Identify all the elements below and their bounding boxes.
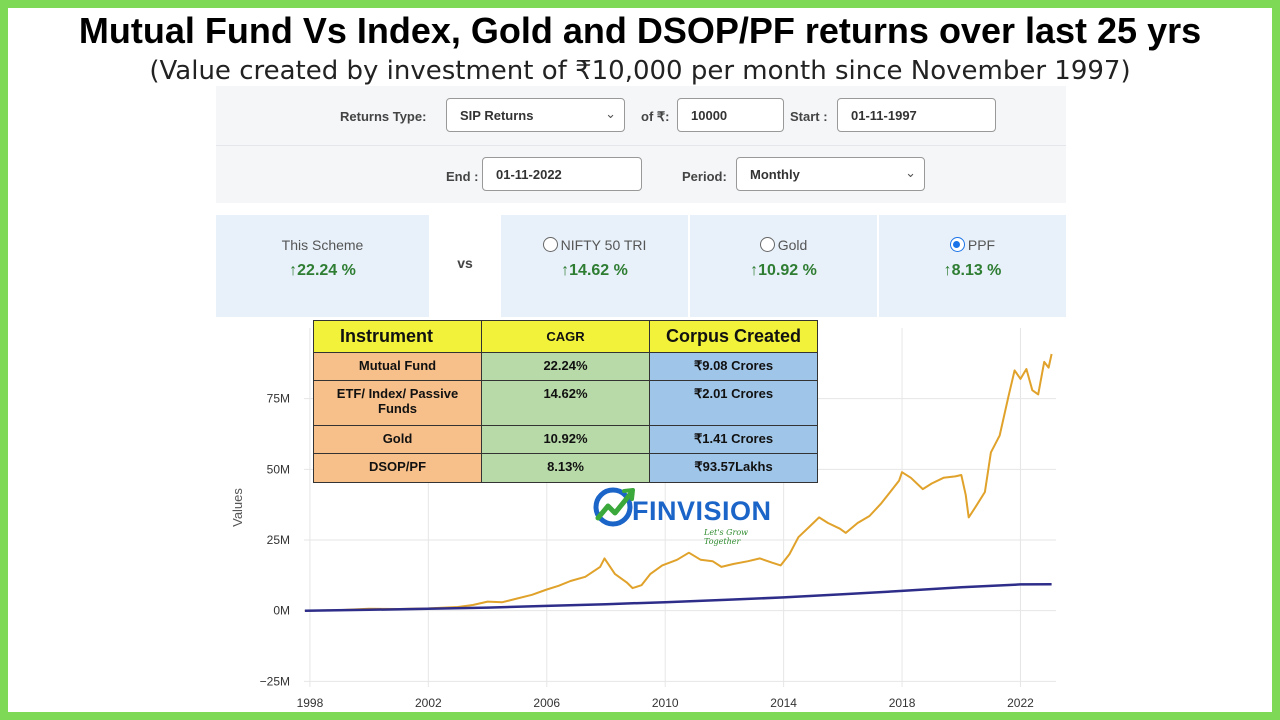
start-date-value: 01-11-1997 [851,108,917,123]
form-row-2: End : 01-11-2022 Period: Monthly ⌄ [216,145,1066,203]
table-cell: ₹9.08 Crores [649,352,818,381]
vs-label: vs [457,255,473,271]
table-cell: 22.24% [481,352,650,381]
period-value: Monthly [750,167,800,182]
benchmark-return: ↑10.92 % [750,262,817,279]
x-tick-label: 2018 [889,696,916,710]
table-row: ETF/ Index/ Passive Funds 14.62% ₹2.01 C… [313,380,818,426]
table-header-cell: Instrument [313,320,482,353]
x-tick-label: 2010 [652,696,679,710]
scheme-return: ↑22.24 % [289,262,356,279]
radio-selected-icon[interactable] [949,237,965,252]
table-cell: ₹93.57Lakhs [649,453,818,483]
period-label: Period: [682,169,727,184]
benchmark-return: ↑14.62 % [561,262,628,279]
start-date-label: Start : [790,109,828,124]
table-cell: ₹2.01 Crores [649,380,818,426]
comparison-strip: This Scheme ↑22.24 % vs NIFTY 50 TRI ↑14… [216,215,1066,317]
y-tick-label: 25M [267,533,290,547]
end-date-label: End : [446,169,479,184]
chevron-down-icon: ⌄ [605,106,616,121]
page-title: Mutual Fund Vs Index, Gold and DSOP/PF r… [78,10,1202,51]
table-cell: Gold [313,425,482,454]
arrow-up-icon: ↑ [561,262,570,279]
y-tick-label: 75M [267,392,290,406]
y-tick-label: 0M [273,604,290,618]
finvision-logo-icon [593,487,635,527]
y-tick-label: 50M [267,462,290,476]
returns-summary-table: Instrument CAGR Corpus Created Mutual Fu… [313,320,818,483]
x-tick-label: 2014 [770,696,797,710]
arrow-up-icon: ↑ [750,262,759,279]
table-row: Gold 10.92% ₹1.41 Crores [313,425,818,454]
scheme-value-line [304,353,1053,612]
end-date-input[interactable]: 01-11-2022 [482,157,642,191]
returns-form: Returns Type: SIP Returns ⌄ of ₹: 10000 … [216,86,1066,203]
table-header-cell: CAGR [481,320,650,353]
benchmark-option-label: NIFTY 50 TRI [501,237,688,253]
table-cell: DSOP/PF [313,453,482,483]
y-tick-label: −25M [260,674,290,688]
table-cell: Mutual Fund [313,352,482,381]
returns-type-select[interactable]: SIP Returns ⌄ [446,98,625,132]
table-row: Mutual Fund 22.24% ₹9.08 Crores [313,352,818,381]
table-cell: ETF/ Index/ Passive Funds [313,380,482,426]
x-tick-label: 2022 [1007,696,1034,710]
benchmark-return: ↑8.13 % [943,262,1002,279]
end-date-value: 01-11-2022 [496,167,562,182]
amount-input[interactable]: 10000 [677,98,784,132]
scheme-card: This Scheme ↑22.24 % [216,215,429,317]
benchmark-option-nifty[interactable]: NIFTY 50 TRI ↑14.62 % [501,215,688,317]
table-cell: ₹1.41 Crores [649,425,818,454]
page-subtitle: (Value created by investment of ₹10,000 … [149,56,1131,86]
x-tick-label: 1998 [297,696,324,710]
returns-type-value: SIP Returns [460,108,534,123]
scheme-label: This Scheme [281,237,364,253]
radio-icon[interactable] [542,237,558,252]
radio-icon[interactable] [759,237,775,252]
arrow-up-icon: ↑ [289,262,298,279]
amount-value: 10000 [691,108,728,123]
y-axis-label: Values [230,488,245,527]
benchmark-option-ppf[interactable]: PPF ↑8.13 % [879,215,1066,317]
table-cell: 14.62% [481,380,650,426]
logo-name: FINVISION [632,496,772,526]
form-row-1: Returns Type: SIP Returns ⌄ of ₹: 10000 … [216,86,1066,144]
finvision-logo: FINVISION Let's Grow Together [592,482,782,546]
benchmark-option-label: PPF [879,237,1066,253]
x-tick-label: 2002 [415,696,442,710]
benchmark-option-gold[interactable]: Gold ↑10.92 % [690,215,877,317]
x-tick-label: 2006 [533,696,560,710]
table-header-row: Instrument CAGR Corpus Created [313,320,818,353]
period-select[interactable]: Monthly ⌄ [736,157,925,191]
start-date-input[interactable]: 01-11-1997 [837,98,996,132]
logo-tagline: Let's Grow Together [704,528,748,546]
amount-label: of ₹: [641,109,670,124]
table-cell: 10.92% [481,425,650,454]
arrow-up-icon: ↑ [943,262,952,279]
table-header-cell: Corpus Created [649,320,818,353]
benchmark-option-label: Gold [690,237,877,253]
chevron-down-icon: ⌄ [905,165,916,180]
ppf-value-line [304,582,1052,612]
table-row: DSOP/PF 8.13% ₹93.57Lakhs [313,453,818,483]
returns-type-label: Returns Type: [340,109,427,124]
table-cell: 8.13% [481,453,650,483]
